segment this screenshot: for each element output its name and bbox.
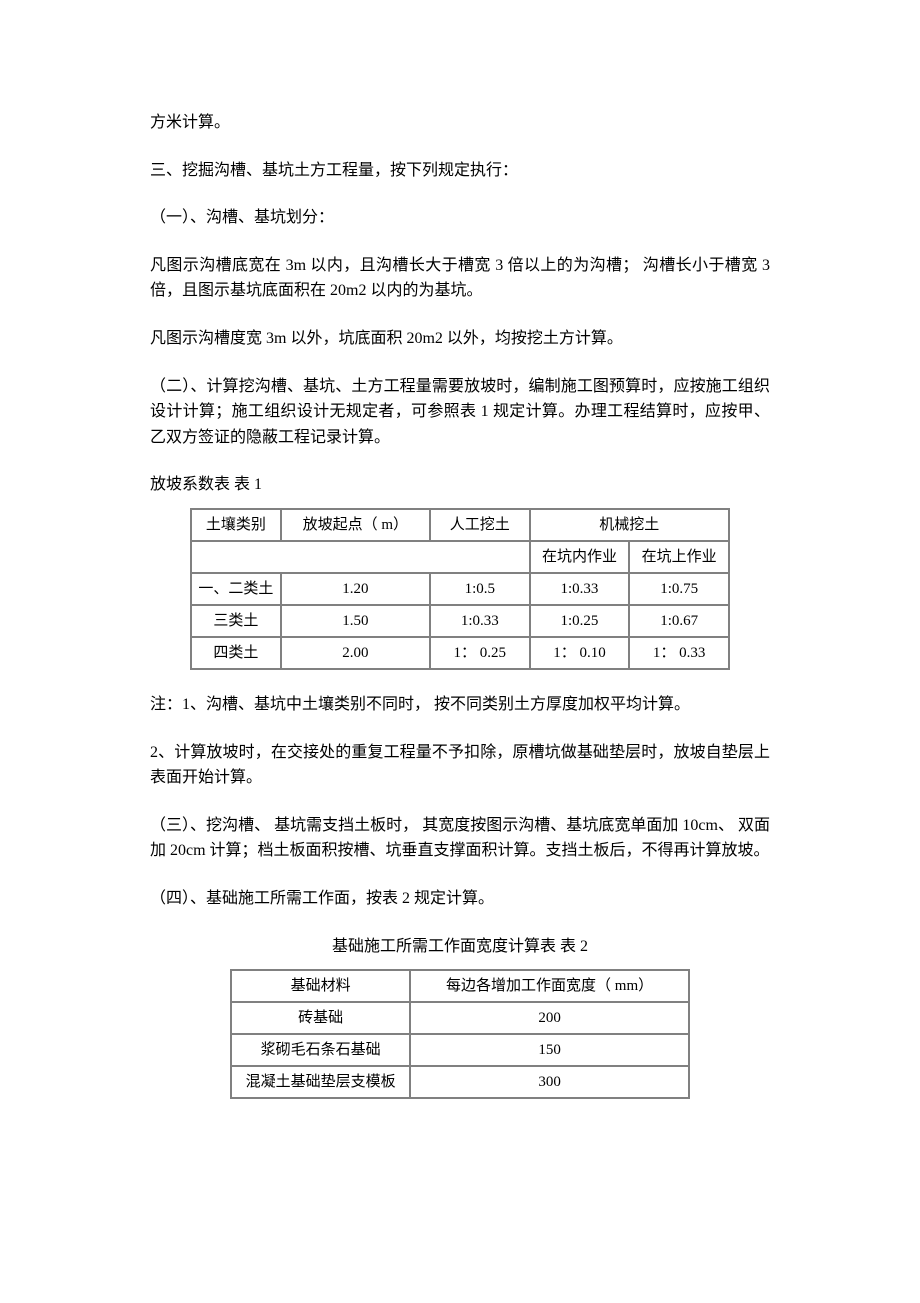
table-cell: 1.50 [281,605,430,637]
table-cell: 混凝土基础垫层支模板 [231,1066,410,1098]
table-cell: 1:0.75 [629,573,729,605]
table1-header-manual: 人工挖土 [430,509,530,541]
table1-subheader-inside: 在坑内作业 [530,541,630,573]
table2-header-material: 基础材料 [231,970,410,1002]
table-cell: 1： 0.25 [430,637,530,669]
table1-note1: 注：1、沟槽、基坑中土壤类别不同时， 按不同类别土方厚度加权平均计算。 [150,692,770,718]
table1-header-start: 放坡起点（ m） [281,509,430,541]
table-cell: 2.00 [281,637,430,669]
table-cell: 1.20 [281,573,430,605]
table1-note2: 2、计算放坡时，在交接处的重复工程量不予扣除，原槽坑做基础垫层时，放坡自垫层上表… [150,740,770,791]
table-cell: 1:0.33 [530,573,630,605]
table-cell: 1： 0.33 [629,637,729,669]
paragraph: （二）、计算挖沟槽、基坑、土方工程量需要放坡时，编制施工图预算时，应按施工组织设… [150,374,770,451]
paragraph: （四）、基础施工所需工作面，按表 2 规定计算。 [150,886,770,912]
paragraph: 凡图示沟槽底宽在 3m 以内，且沟槽长大于槽宽 3 倍以上的为沟槽； 沟槽长小于… [150,253,770,304]
table-row: 三类土 1.50 1:0.33 1:0.25 1:0.67 [191,605,729,637]
table-cell: 1:0.33 [430,605,530,637]
table-cell: 一、二类土 [191,573,281,605]
table-row: 四类土 2.00 1： 0.25 1： 0.10 1： 0.33 [191,637,729,669]
table1-caption: 放坡系数表 表 1 [150,472,770,498]
table-cell: 浆砌毛石条石基础 [231,1034,410,1066]
paragraph: 凡图示沟槽度宽 3m 以外，坑底面积 20m2 以外，均按挖土方计算。 [150,326,770,352]
table1-header-mechanical: 机械挖土 [530,509,729,541]
table-cell: 四类土 [191,637,281,669]
table-row: 浆砌毛石条石基础 150 [231,1034,689,1066]
table-cell: 1： 0.10 [530,637,630,669]
table1-empty-cell [191,541,530,573]
table-cell: 三类土 [191,605,281,637]
table-row: 混凝土基础垫层支模板 300 [231,1066,689,1098]
table-cell: 1:0.67 [629,605,729,637]
table-cell: 1:0.5 [430,573,530,605]
table-row: 砖基础 200 [231,1002,689,1034]
table1-subheader-above: 在坑上作业 [629,541,729,573]
table2-header-width: 每边各增加工作面宽度（ mm） [410,970,689,1002]
working-surface-width-table: 基础材料 每边各增加工作面宽度（ mm） 砖基础 200 浆砌毛石条石基础 15… [230,969,690,1099]
table-row: 一、二类土 1.20 1:0.5 1:0.33 1:0.75 [191,573,729,605]
table-cell: 1:0.25 [530,605,630,637]
slope-coefficient-table: 土壤类别 放坡起点（ m） 人工挖土 机械挖土 在坑内作业 在坑上作业 一、二类… [190,508,730,670]
paragraph: （一）、沟槽、基坑划分： [150,205,770,231]
table-cell: 200 [410,1002,689,1034]
table2-caption: 基础施工所需工作面宽度计算表 表 2 [150,934,770,960]
table1-header-soil: 土壤类别 [191,509,281,541]
table-cell: 300 [410,1066,689,1098]
paragraph: 方米计算。 [150,110,770,136]
paragraph: （三）、挖沟槽、 基坑需支挡土板时， 其宽度按图示沟槽、基坑底宽单面加 10cm… [150,813,770,864]
table-cell: 150 [410,1034,689,1066]
paragraph: 三、挖掘沟槽、基坑土方工程量，按下列规定执行： [150,158,770,184]
table-cell: 砖基础 [231,1002,410,1034]
